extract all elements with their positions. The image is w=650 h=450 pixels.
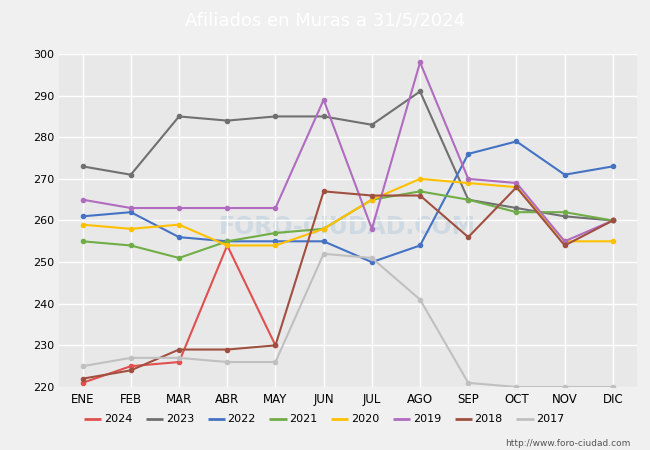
Text: 2017: 2017 (536, 414, 564, 423)
Text: 2018: 2018 (474, 414, 502, 423)
Text: 2021: 2021 (289, 414, 317, 423)
Text: http://www.foro-ciudad.com: http://www.foro-ciudad.com (505, 439, 630, 448)
Text: 2019: 2019 (413, 414, 441, 423)
Text: Afiliados en Muras a 31/5/2024: Afiliados en Muras a 31/5/2024 (185, 11, 465, 29)
Text: 2020: 2020 (351, 414, 379, 423)
Text: 2022: 2022 (227, 414, 256, 423)
Text: FORO-CIUDAD.COM: FORO-CIUDAD.COM (219, 215, 476, 239)
Text: 2023: 2023 (166, 414, 194, 423)
Text: 2024: 2024 (104, 414, 133, 423)
